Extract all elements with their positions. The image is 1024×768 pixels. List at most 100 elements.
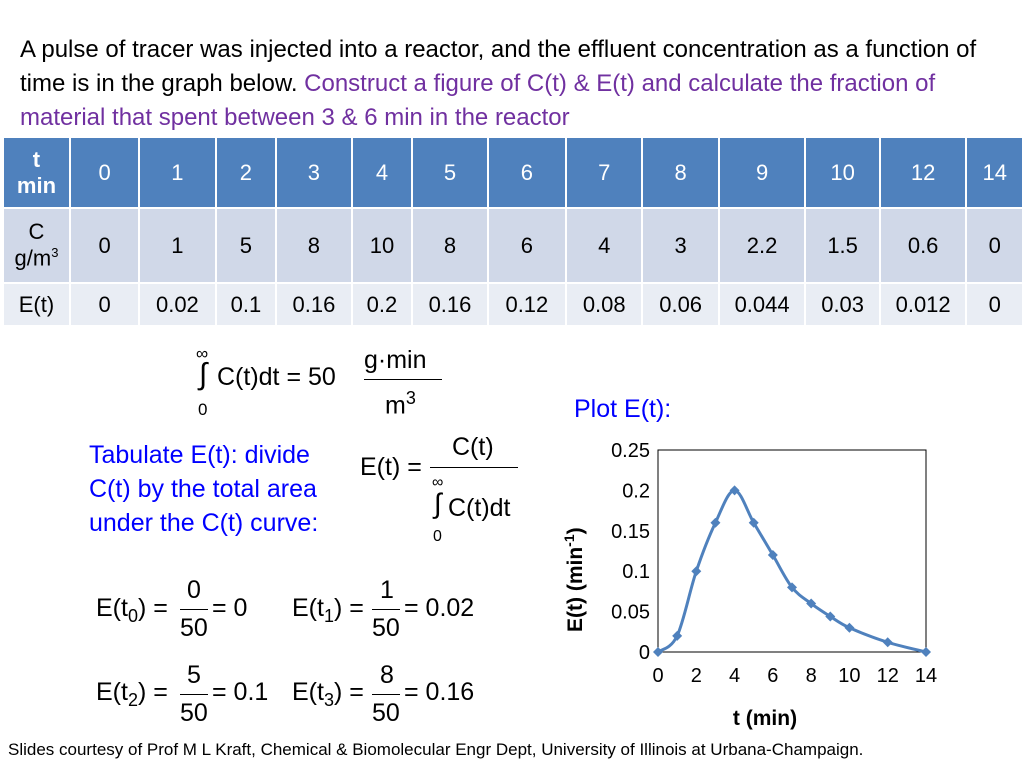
x-tick-label: 4 <box>729 665 740 687</box>
data-point-marker <box>729 485 740 496</box>
integral-den-sup: 3 <box>405 388 416 408</box>
example-denominator: 50 <box>372 699 400 727</box>
example-sub: 3 <box>323 690 334 710</box>
data-point-marker <box>710 517 721 528</box>
table-cell: 0.6 <box>878 207 968 284</box>
x-tick-label: 6 <box>767 665 778 687</box>
table-cell: 10 <box>350 207 414 284</box>
table-cell: 0.02 <box>138 282 217 327</box>
y-tick-label: 0.15 <box>611 521 650 543</box>
table-cell: 0.044 <box>717 282 807 327</box>
x-tick-label: 14 <box>915 665 937 687</box>
integral-denominator: m3 <box>385 388 416 420</box>
c-label-top: C <box>28 219 45 245</box>
example-sub: 1 <box>323 606 334 626</box>
table-header-row: t min 0 1 2 3 4 5 6 7 8 9 10 12 14 <box>2 136 1024 209</box>
table-cell: 14 <box>965 136 1024 209</box>
example-result: = 0.16 <box>404 678 475 706</box>
e-def-integral-sign: ∫ <box>434 488 442 519</box>
example-denominator: 50 <box>372 614 400 642</box>
example-lhs: E(t3) = <box>292 678 364 710</box>
c-label-bottom: g/m3 <box>4 245 69 271</box>
example-fraction-bar <box>372 694 400 695</box>
table-cell: 0.12 <box>486 282 568 327</box>
table-cell: 1 <box>138 207 217 284</box>
table-cell: 4 <box>565 207 644 284</box>
example-numerator: 0 <box>187 576 201 604</box>
integral-sign: ∫ <box>199 358 208 391</box>
y-tick-label: 0.1 <box>622 561 650 583</box>
example-numerator: 5 <box>187 661 201 689</box>
example-result: = 0.1 <box>212 678 269 706</box>
table-cell: 7 <box>565 136 644 209</box>
table-cell: 8 <box>275 207 353 284</box>
table-cell: 4 <box>350 136 414 209</box>
table-cell: 0 <box>965 282 1024 327</box>
example-result: = 0 <box>212 594 248 622</box>
y-tick-label: 0.05 <box>611 602 650 624</box>
integral-numerator: g·min <box>364 346 427 374</box>
x-tick-label: 8 <box>806 665 817 687</box>
data-point-marker <box>787 582 797 593</box>
intro-black: A pulse of tracer was injected into a re… <box>20 36 977 97</box>
data-point-marker <box>691 566 702 577</box>
e-def-numerator: C(t) <box>452 433 494 461</box>
x-tick-label: 0 <box>652 665 663 687</box>
plot-label: Plot E(t): <box>574 395 672 423</box>
example-sub: 0 <box>127 606 138 626</box>
series-markers <box>653 485 931 657</box>
example-fraction-bar <box>180 609 208 610</box>
example-numerator: 1 <box>380 576 394 604</box>
x-axis-title: t (min) <box>733 707 797 730</box>
y-tick-label: 0.25 <box>611 440 650 462</box>
table-cell: 2.2 <box>717 207 807 284</box>
table-cell: 6 <box>486 207 568 284</box>
e-label: E(t) <box>2 282 71 327</box>
y-tick-label: 0.2 <box>622 480 650 502</box>
example-denominator: 50 <box>180 699 208 727</box>
table-cell: 0.012 <box>878 282 968 327</box>
table-row-c: C g/m3 0 1 5 8 10 8 6 4 3 2.2 1.5 0.6 0 <box>2 207 1024 284</box>
example-result: = 0.02 <box>404 594 475 622</box>
table-cell: 0.08 <box>565 282 644 327</box>
table-cell: 3 <box>275 136 353 209</box>
tabulate-line-1: Tabulate E(t): divide <box>89 441 310 469</box>
table-cell: 6 <box>486 136 568 209</box>
credit-footer: Slides courtesy of Prof M L Kraft, Chemi… <box>8 740 864 759</box>
e-t-chart: 00.050.10.150.20.25 0 2 4 6 8 10 12 14 t (min) … <box>561 440 937 730</box>
data-point-marker <box>748 517 759 528</box>
data-point-marker <box>672 630 683 641</box>
table-cell: 0.03 <box>804 282 881 327</box>
x-tick-label: 10 <box>838 665 860 687</box>
intro-text: A pulse of tracer was injected into a re… <box>20 33 1010 135</box>
example-lhs: E(t1) = <box>292 594 364 626</box>
table-cell: 1.5 <box>804 207 881 284</box>
example-fraction-bar <box>180 694 208 695</box>
table-cell: 8 <box>411 207 489 284</box>
table-cell: 9 <box>717 136 807 209</box>
example-numerator: 8 <box>380 661 394 689</box>
table-cell: 0.2 <box>350 282 414 327</box>
e-def-fraction-bar <box>430 467 518 468</box>
y-axis-title-end: ) <box>564 527 587 534</box>
e-def-upper: ∞ <box>432 474 444 491</box>
data-point-marker <box>653 647 663 657</box>
table-cell: 0.16 <box>411 282 489 327</box>
data-point-marker <box>825 611 836 622</box>
table-cell: 0.1 <box>214 282 278 327</box>
table-cell: 0 <box>68 136 141 209</box>
header-label-top: t <box>32 146 41 172</box>
table-cell: 0.16 <box>275 282 353 327</box>
x-tick-label: 12 <box>877 665 899 687</box>
integral-upper: ∞ <box>196 344 209 363</box>
y-tick-label: 0 <box>639 642 650 664</box>
table-cell: 8 <box>641 136 720 209</box>
data-point-marker <box>767 550 778 561</box>
c-label-unit: g/m <box>14 245 52 271</box>
header-label: t min <box>2 136 71 209</box>
tabulate-line-3: under the C(t) curve: <box>89 509 319 537</box>
x-axis-ticks: 0 2 4 6 8 10 12 14 <box>652 665 937 687</box>
table-cell: 0.06 <box>641 282 720 327</box>
example-lhs-text: E(t <box>292 594 324 622</box>
table-cell: 1 <box>138 136 217 209</box>
